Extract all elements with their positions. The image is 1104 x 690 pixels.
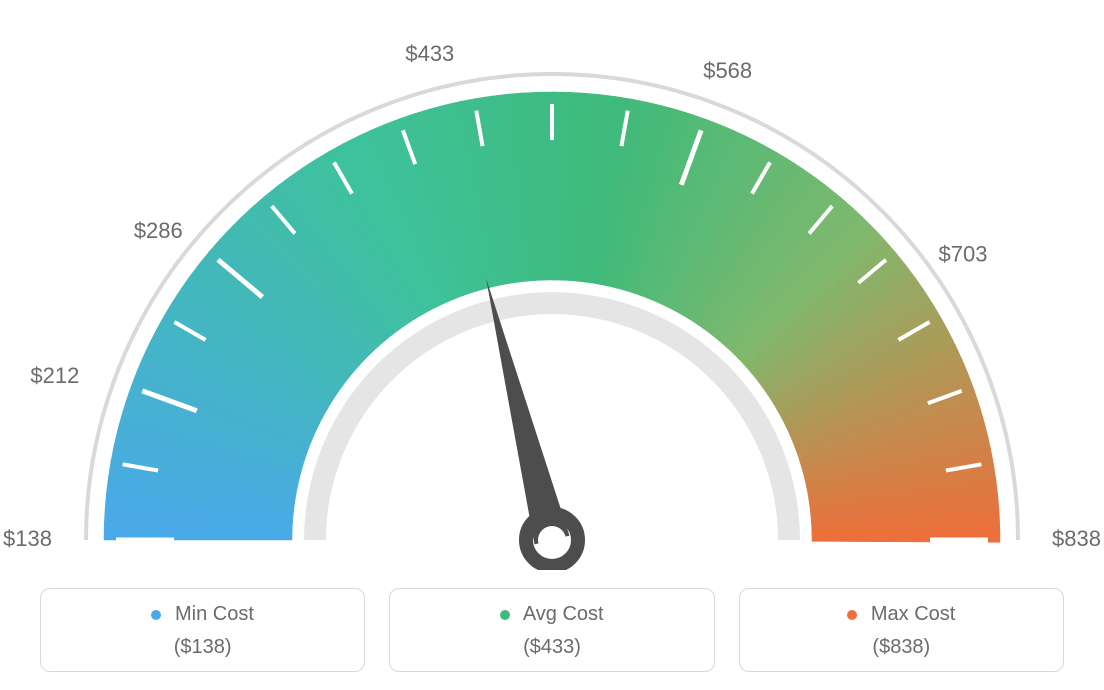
legend-dot-min xyxy=(151,610,161,620)
svg-text:$568: $568 xyxy=(703,58,752,83)
legend-value-min: ($138) xyxy=(51,636,354,659)
svg-text:$286: $286 xyxy=(134,218,183,243)
legend-value-avg: ($433) xyxy=(400,636,703,659)
gauge-chart: $138 $212 $286 $433 $568 $703 $838 xyxy=(0,0,1104,570)
svg-text:$138: $138 xyxy=(3,526,52,551)
legend-dot-avg xyxy=(500,610,510,620)
legend-label-avg: Avg Cost xyxy=(523,603,604,625)
svg-text:$838: $838 xyxy=(1052,526,1101,551)
legend-card-avg: Avg Cost ($433) xyxy=(389,588,714,672)
legend-dot-max xyxy=(847,610,857,620)
legend-row: Min Cost ($138) Avg Cost ($433) Max Cost… xyxy=(40,588,1064,672)
legend-title-avg: Avg Cost xyxy=(400,603,703,626)
gauge-svg: $138 $212 $286 $433 $568 $703 $838 xyxy=(0,0,1104,570)
legend-card-max: Max Cost ($838) xyxy=(739,588,1064,672)
svg-text:$703: $703 xyxy=(939,241,988,266)
svg-text:$433: $433 xyxy=(405,41,454,66)
legend-title-min: Min Cost xyxy=(51,603,354,626)
legend-card-min: Min Cost ($138) xyxy=(40,588,365,672)
legend-label-max: Max Cost xyxy=(871,603,955,625)
legend-value-max: ($838) xyxy=(750,636,1053,659)
legend-label-min: Min Cost xyxy=(175,603,254,625)
legend-title-max: Max Cost xyxy=(750,603,1053,626)
svg-text:$212: $212 xyxy=(30,363,79,388)
